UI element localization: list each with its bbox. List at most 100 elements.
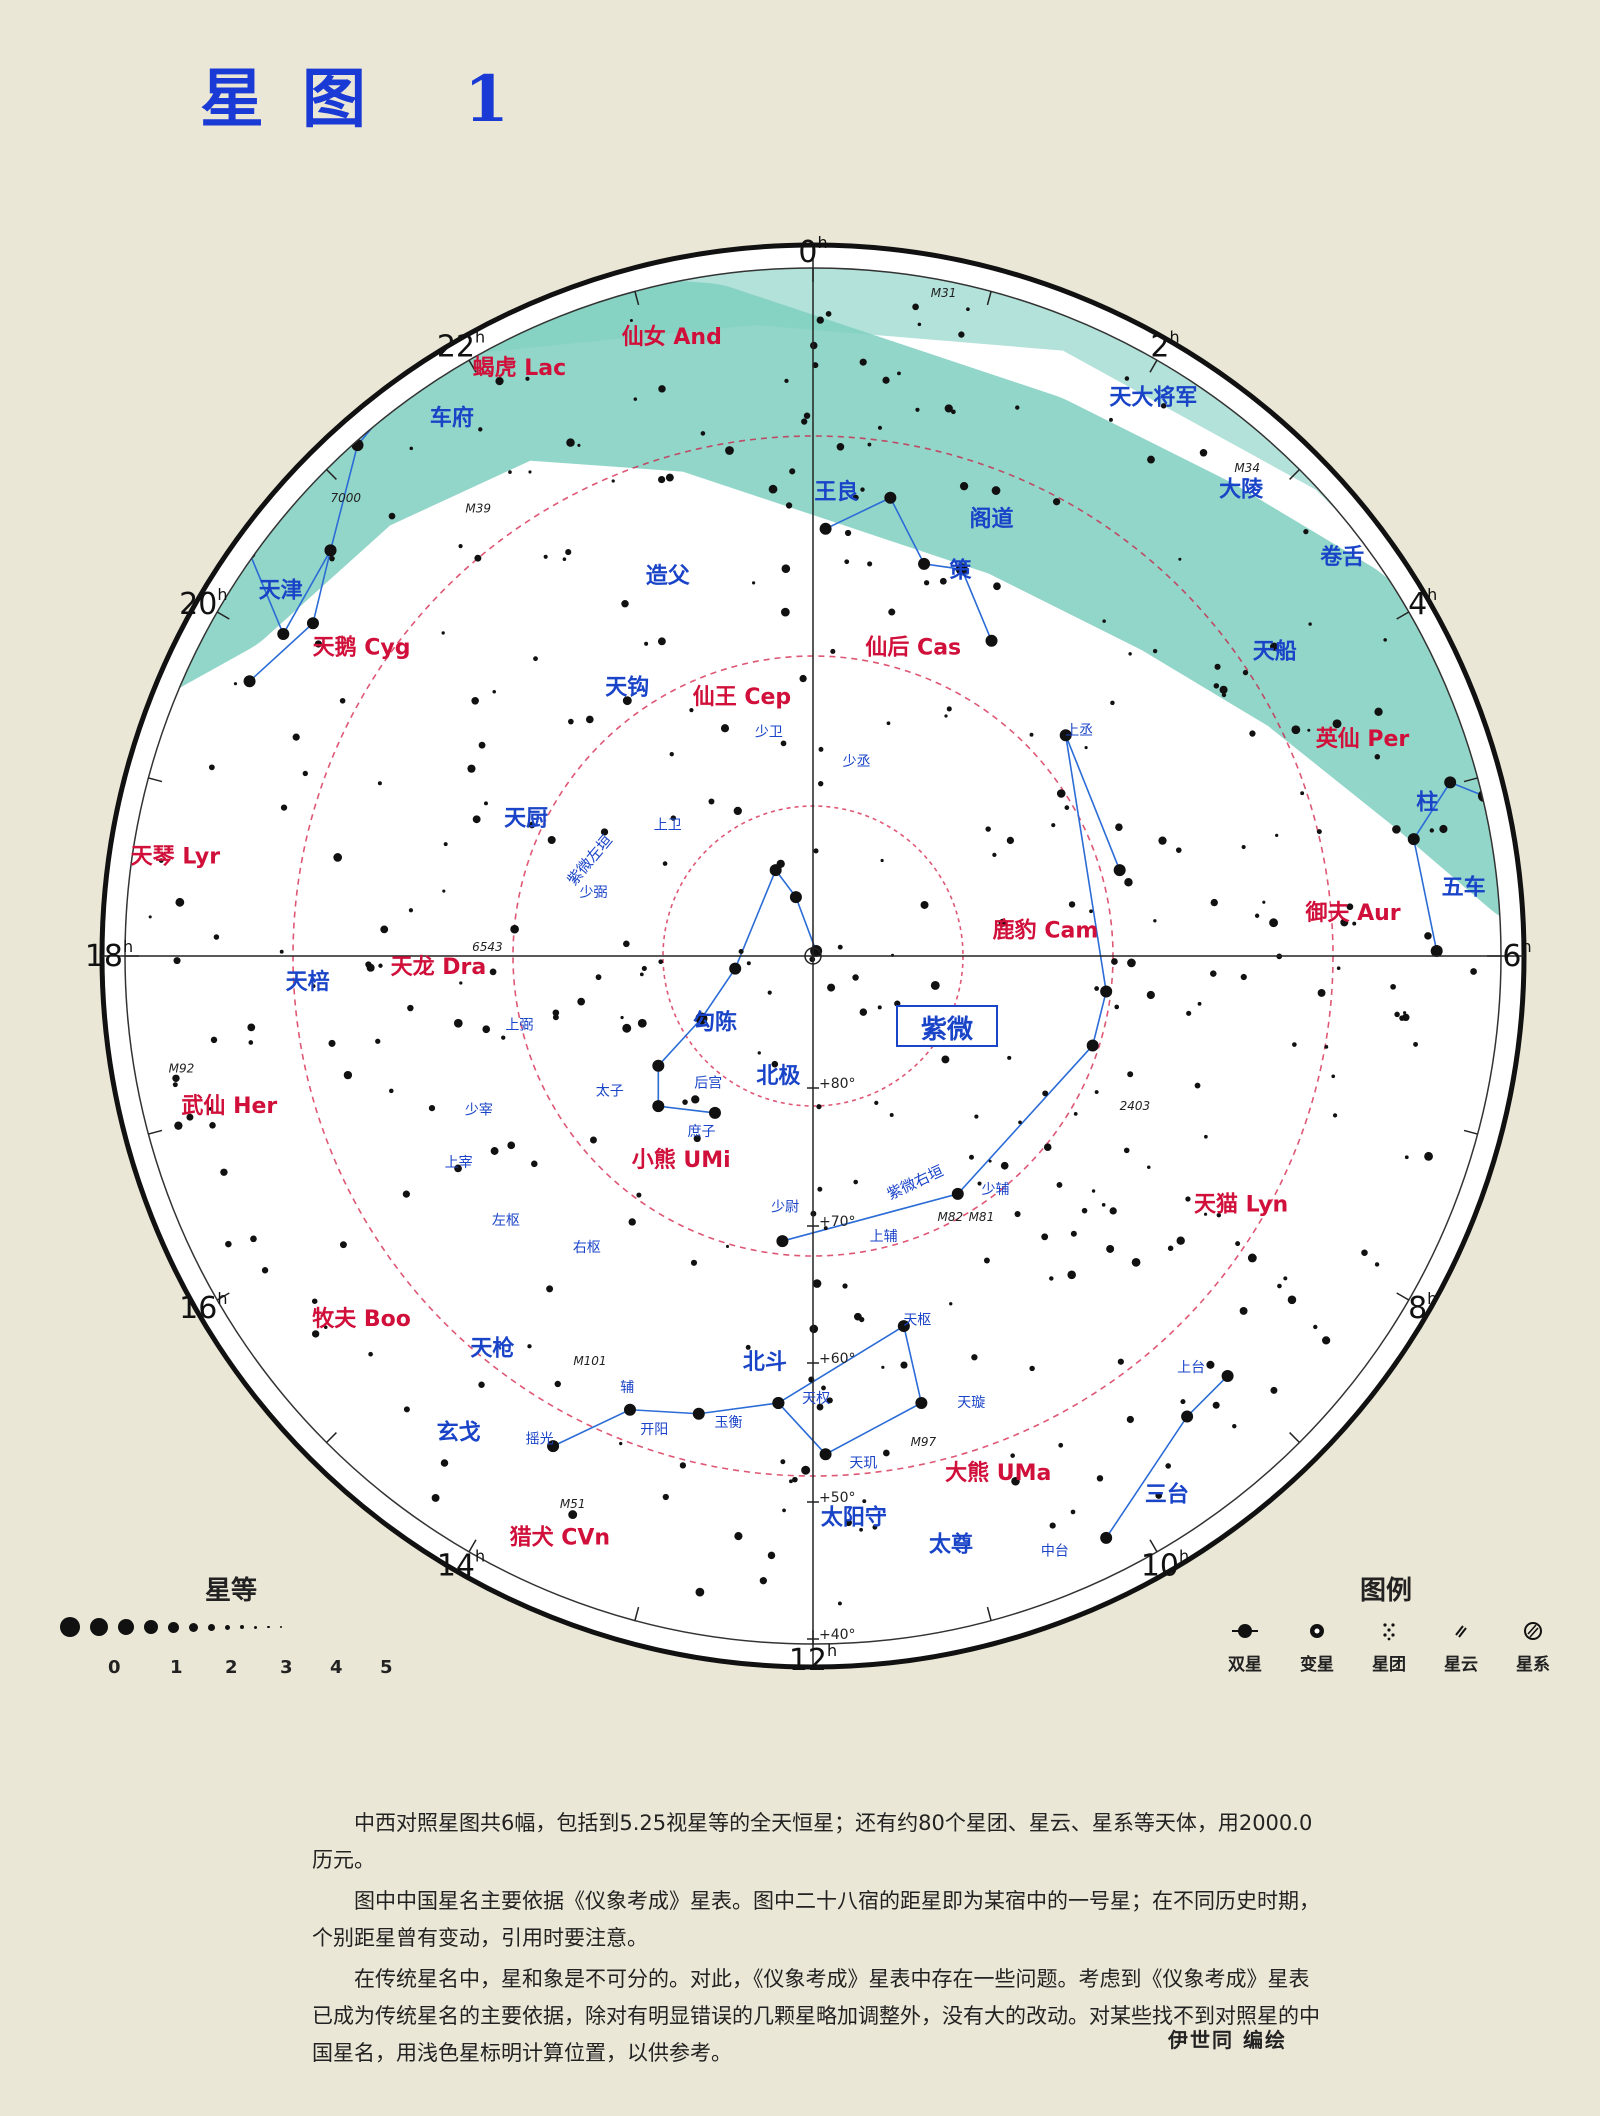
deep-sky-label: M39 [465, 502, 491, 516]
star [459, 981, 463, 985]
star [402, 1190, 410, 1198]
star [1114, 1004, 1120, 1010]
star [780, 1459, 786, 1465]
star [1403, 1011, 1407, 1015]
star [577, 997, 586, 1006]
star [859, 1316, 865, 1323]
star [946, 706, 952, 712]
star [1185, 1196, 1191, 1202]
star [816, 1403, 824, 1411]
star [1444, 776, 1457, 789]
star [959, 482, 969, 491]
star [725, 446, 734, 455]
star [1374, 707, 1383, 716]
star [845, 1519, 852, 1527]
star [639, 972, 644, 977]
star [471, 697, 479, 705]
star [992, 852, 997, 857]
star [208, 1107, 213, 1111]
star [1262, 900, 1266, 904]
star [225, 1240, 232, 1248]
star [1100, 1531, 1113, 1544]
star [1089, 909, 1093, 914]
star [862, 1499, 867, 1504]
deep-sky-label: 7000 [331, 491, 362, 505]
star [882, 376, 890, 384]
star [985, 634, 998, 647]
star [998, 918, 1007, 927]
asterism-label: 车府 [430, 405, 474, 431]
asterism-label: 左枢 [492, 1213, 520, 1229]
star [912, 303, 919, 311]
star [720, 724, 730, 733]
star [248, 1040, 254, 1045]
star [324, 544, 337, 557]
hour-tick [325, 1432, 337, 1444]
star [695, 1012, 708, 1025]
star [482, 1025, 491, 1034]
star [1470, 968, 1477, 975]
star [431, 1493, 440, 1502]
star [233, 682, 238, 686]
star [966, 307, 970, 312]
star [261, 1267, 269, 1274]
star [1291, 725, 1301, 735]
magnitude-dot [168, 1621, 179, 1633]
star [1117, 1358, 1124, 1365]
deep-sky-label: M31 [931, 286, 957, 300]
star [816, 316, 824, 324]
deep-sky-label: M92 [169, 1061, 195, 1075]
hour-tick [216, 1292, 230, 1301]
star [528, 821, 536, 829]
asterism-label: 三台 [1145, 1481, 1189, 1507]
star [1180, 1399, 1186, 1405]
star [623, 940, 630, 948]
hour-tick [1396, 1292, 1410, 1301]
star [944, 404, 953, 413]
star [1110, 700, 1115, 706]
star [585, 715, 594, 724]
hour-tick [634, 291, 640, 306]
dec-label: +70° [819, 1214, 856, 1230]
star [746, 961, 751, 966]
star [819, 1448, 832, 1461]
magnitude-dot [267, 1625, 270, 1629]
star [1131, 1257, 1141, 1267]
asterism-label: 上丞 [1065, 723, 1093, 739]
star [789, 891, 802, 904]
star [1042, 1090, 1049, 1097]
star [738, 948, 744, 955]
star [510, 924, 519, 934]
magnitude-dot [254, 1625, 257, 1629]
hour-tick [148, 1129, 163, 1135]
asterism-label: 卷舌 [1319, 544, 1364, 570]
star [1303, 528, 1309, 535]
star [552, 1014, 559, 1021]
star [825, 311, 832, 317]
star [669, 751, 674, 757]
star [533, 656, 538, 662]
asterism-label: 摇光 [526, 1431, 554, 1447]
star [1352, 921, 1357, 926]
star [1235, 1241, 1241, 1247]
star [991, 486, 1001, 495]
star [1100, 985, 1113, 998]
star [636, 1192, 642, 1198]
star [1096, 1475, 1104, 1482]
star [1210, 898, 1218, 907]
author-credit: 伊世同 编绘 [1168, 2028, 1287, 2052]
star [771, 1060, 779, 1068]
star [314, 640, 322, 648]
star [1283, 1276, 1288, 1281]
asterism-label: 北极 [756, 1064, 801, 1089]
star [1213, 683, 1220, 689]
star [484, 801, 488, 806]
deep-sky-label: M101 [573, 1354, 606, 1368]
star [939, 577, 947, 585]
star [757, 1051, 761, 1055]
star [343, 1070, 353, 1080]
star [329, 555, 335, 562]
hour-tick [986, 291, 992, 306]
asterism-label: 天船 [1253, 638, 1297, 664]
deep-sky-label: M51 [560, 1497, 586, 1511]
